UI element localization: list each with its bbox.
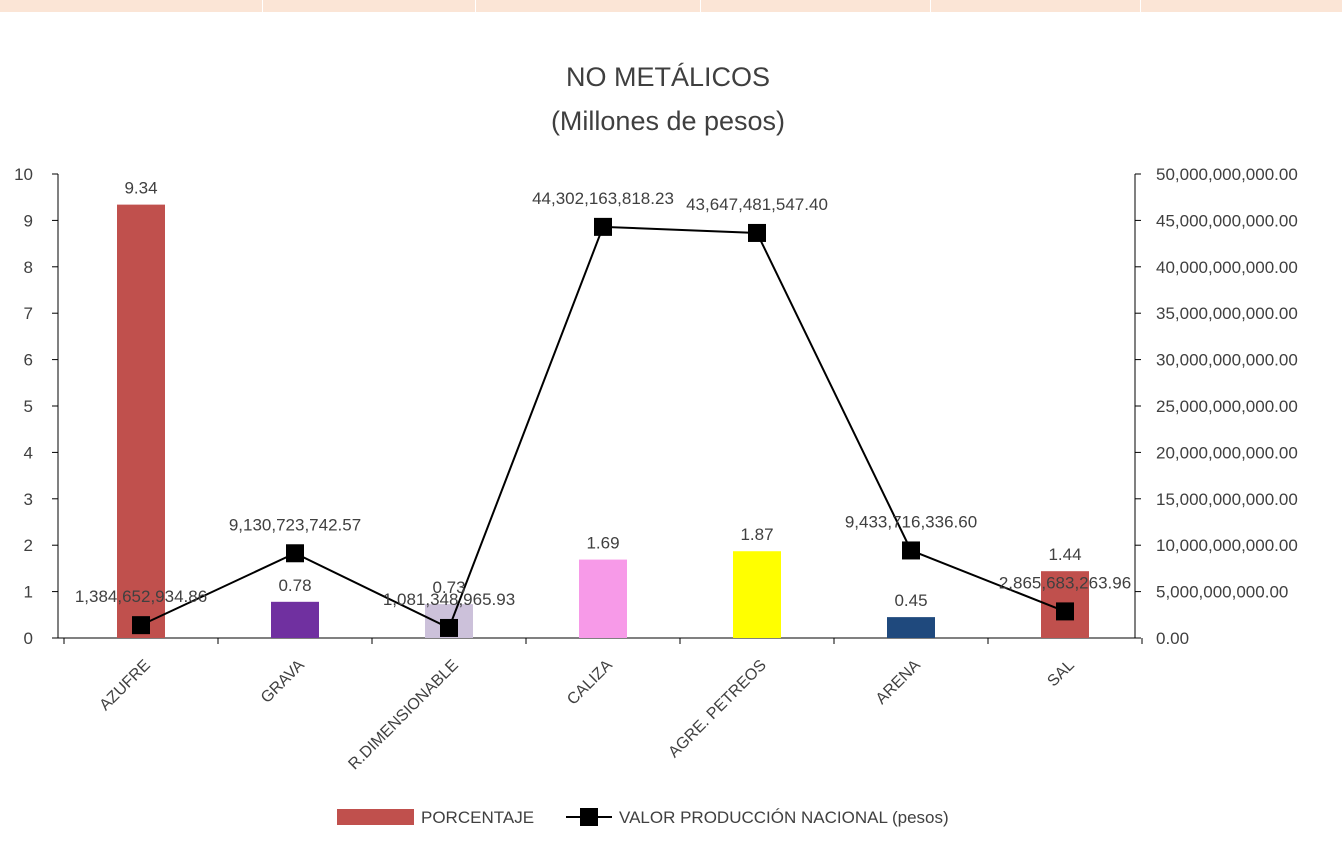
bar-data-label: 0.78 xyxy=(278,576,311,595)
header-strip xyxy=(0,0,1342,12)
x-tick-label: AZUFRE xyxy=(97,657,154,714)
y-right-tick-label: 5,000,000,000.00 xyxy=(1156,583,1288,602)
bar xyxy=(733,551,781,638)
bar xyxy=(887,617,935,638)
line-data-label: 43,647,481,547.40 xyxy=(686,195,828,214)
y-left-tick-label: 6 xyxy=(24,351,33,370)
y-right-tick-label: 0.00 xyxy=(1156,629,1189,648)
x-tick-label: GRAVA xyxy=(258,657,308,707)
line-data-label: 9,433,716,336.60 xyxy=(845,512,977,531)
y-left-tick-label: 9 xyxy=(24,211,33,230)
line-marker xyxy=(594,217,612,236)
y-right-tick-label: 30,000,000,000.00 xyxy=(1156,351,1298,370)
y-right-tick-label: 45,000,000,000.00 xyxy=(1156,211,1298,230)
y-left-tick-label: 7 xyxy=(24,304,33,323)
line-marker xyxy=(132,616,150,635)
y-left-tick-label: 1 xyxy=(24,583,33,602)
x-tick-label: ARENA xyxy=(873,657,924,708)
strip-divider xyxy=(475,0,476,12)
y-right-tick-label: 10,000,000,000.00 xyxy=(1156,536,1298,555)
axes: 0 1 2 3 4 5 6 7 8 9 10 0.00 5,000,000,000.00 10,000,0… xyxy=(14,165,1298,773)
line-data-label: 1,081,348,965.93 xyxy=(383,590,515,609)
line-marker xyxy=(440,618,458,637)
y-left-tick-label: 3 xyxy=(24,490,33,509)
bar-data-label: 1.69 xyxy=(586,534,619,553)
line-data-label: 1,384,652,934.86 xyxy=(75,587,207,606)
x-tick-label: SAL xyxy=(1044,657,1077,690)
y-right-tick-label: 35,000,000,000.00 xyxy=(1156,304,1298,323)
data-labels: 9.34 0.78 0.73 1.69 1.87 0.45 1.44 1,384,652,93… xyxy=(75,179,1131,610)
line-series xyxy=(132,217,1074,637)
strip-divider xyxy=(1140,0,1141,12)
y-left-tick-label: 2 xyxy=(24,536,33,555)
y-right-tick-label: 40,000,000,000.00 xyxy=(1156,258,1298,277)
legend-label-line: VALOR PRODUCCIÓN NACIONAL (pesos) xyxy=(619,808,949,827)
y-left-tick-label: 5 xyxy=(24,397,33,416)
y-right-tick-label: 50,000,000,000.00 xyxy=(1156,165,1298,184)
strip-divider xyxy=(700,0,701,12)
y-left-tick-label: 10 xyxy=(14,165,33,184)
legend-swatch-bar xyxy=(337,809,414,825)
bar-series xyxy=(117,204,1089,638)
strip-divider xyxy=(262,0,263,12)
x-tick-label: CALIZA xyxy=(564,657,616,709)
legend: PORCENTAJE VALOR PRODUCCIÓN NACIONAL (pes… xyxy=(337,808,949,827)
bar-data-label: 0.73 xyxy=(432,578,465,597)
bar xyxy=(579,559,627,638)
bar xyxy=(271,601,319,638)
y-left-tick-label: 0 xyxy=(24,629,33,648)
x-tick-label: R.DIMENSIONABLE xyxy=(345,657,461,773)
line-marker xyxy=(286,544,304,563)
x-tick-label: AGRE. PETREOS xyxy=(665,657,769,761)
bar xyxy=(117,204,165,638)
bar-data-label: 9.34 xyxy=(124,179,157,198)
line-marker xyxy=(748,223,766,242)
bar-data-label: 1.44 xyxy=(1048,545,1081,564)
legend-swatch-marker xyxy=(580,808,598,826)
bar-data-label: 1.87 xyxy=(740,525,773,544)
y-left-tick-label: 4 xyxy=(24,443,33,462)
legend-label-bar: PORCENTAJE xyxy=(421,808,534,827)
line-marker xyxy=(902,541,920,560)
chart-title: NO METÁLICOS xyxy=(566,62,770,92)
y-right-tick-label: 15,000,000,000.00 xyxy=(1156,490,1298,509)
bar-data-label: 0.45 xyxy=(894,591,927,610)
line-data-label: 9,130,723,742.57 xyxy=(229,515,361,534)
line-marker xyxy=(1056,602,1074,621)
line-data-label: 2,865,683,263.96 xyxy=(999,573,1131,592)
y-right-tick-label: 25,000,000,000.00 xyxy=(1156,397,1298,416)
strip-divider xyxy=(930,0,931,12)
y-left-tick-label: 8 xyxy=(24,258,33,277)
line-data-label: 44,302,163,818.23 xyxy=(532,189,674,208)
y-right-tick-label: 20,000,000,000.00 xyxy=(1156,443,1298,462)
chart-subtitle: (Millones de pesos) xyxy=(551,106,785,136)
